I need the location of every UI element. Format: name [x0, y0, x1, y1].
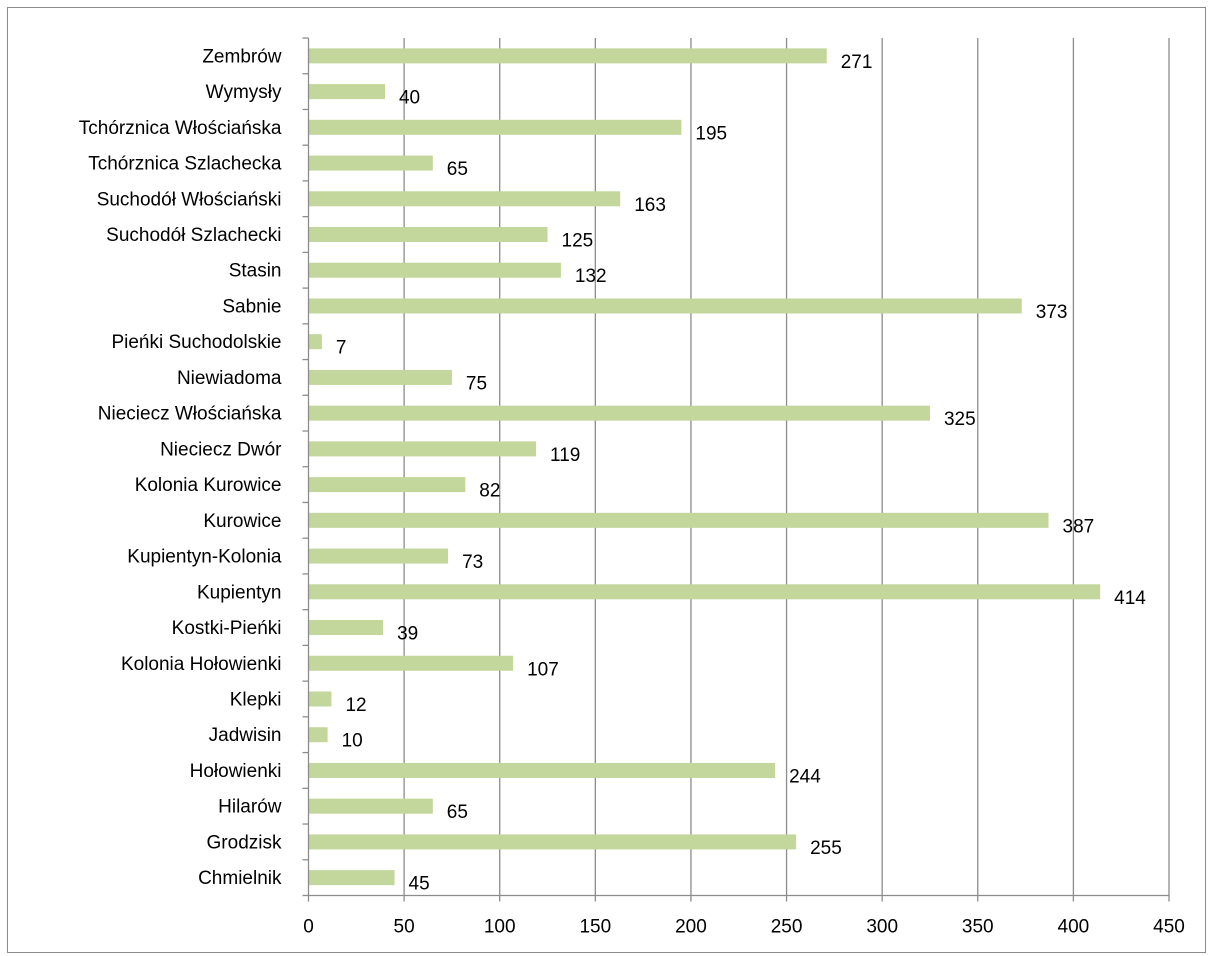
- bar-15: [308, 584, 1101, 600]
- bar-11: [308, 441, 537, 457]
- bar-4: [308, 191, 621, 207]
- category-label-16: Kostki-Pieńki: [172, 618, 282, 639]
- category-label-10: Nieciecz Włościańska: [98, 404, 282, 425]
- data-label-12: 82: [479, 481, 500, 502]
- category-label-21: Hilarów: [218, 797, 282, 818]
- data-label-23: 45: [409, 874, 430, 895]
- category-label-1: Wymysły: [206, 82, 282, 103]
- data-label-9: 75: [466, 373, 487, 394]
- bar-7: [308, 298, 1022, 314]
- category-label-2: Tchórznica Włościańska: [79, 118, 282, 139]
- data-label-22: 255: [810, 838, 842, 859]
- data-label-7: 373: [1036, 302, 1068, 323]
- category-label-18: Klepki: [230, 689, 282, 710]
- category-label-13: Kurowice: [203, 511, 281, 532]
- bar-0: [308, 48, 827, 64]
- category-label-3: Tchórznica Szlachecka: [88, 154, 282, 175]
- category-label-22: Grodzisk: [207, 832, 282, 853]
- x-tick-label-450: 450: [1153, 917, 1185, 938]
- bar-21: [308, 798, 433, 814]
- data-label-2: 195: [695, 123, 727, 144]
- data-label-17: 107: [527, 659, 559, 680]
- category-label-15: Kupientyn: [197, 582, 282, 603]
- category-label-4: Suchodół Włościański: [97, 189, 282, 210]
- category-label-12: Kolonia Kurowice: [135, 475, 282, 496]
- category-label-5: Suchodół Szlachecki: [106, 225, 281, 246]
- bar-9: [308, 369, 452, 385]
- data-label-8: 7: [336, 338, 347, 359]
- data-label-3: 65: [447, 159, 468, 180]
- category-label-14: Kupientyn-Kolonia: [127, 547, 282, 568]
- data-label-13: 387: [1063, 516, 1095, 537]
- data-label-1: 40: [399, 88, 420, 109]
- category-label-20: Hołowienki: [190, 761, 282, 782]
- x-tick-label-0: 0: [303, 917, 314, 938]
- bar-3: [308, 155, 433, 171]
- data-label-5: 125: [562, 231, 594, 252]
- category-label-17: Kolonia Hołowienki: [121, 654, 282, 675]
- bar-2: [308, 119, 682, 135]
- bar-19: [308, 727, 328, 743]
- x-tick-label-250: 250: [771, 917, 803, 938]
- bar-10: [308, 405, 930, 421]
- bar-14: [308, 548, 449, 564]
- x-tick-label-50: 50: [394, 917, 415, 938]
- x-tick-label-100: 100: [484, 917, 516, 938]
- data-label-0: 271: [841, 52, 873, 73]
- x-tick-label-200: 200: [675, 917, 707, 938]
- x-tick-label-300: 300: [866, 917, 898, 938]
- category-label-7: Sabnie: [222, 296, 281, 317]
- data-label-4: 163: [634, 195, 666, 216]
- bar-13: [308, 512, 1049, 528]
- bar-5: [308, 227, 548, 243]
- bar-20: [308, 762, 776, 778]
- category-label-6: Stasin: [229, 261, 282, 282]
- bar-12: [308, 477, 466, 493]
- data-label-10: 325: [944, 409, 976, 430]
- data-label-20: 244: [789, 766, 821, 787]
- data-label-15: 414: [1114, 588, 1146, 609]
- bar-8: [308, 334, 322, 350]
- bar-16: [308, 620, 384, 636]
- category-label-11: Nieciecz Dwór: [160, 439, 282, 460]
- chart-frame: [7, 7, 1206, 953]
- category-label-8: Pieńki Suchodolskie: [111, 332, 281, 353]
- bar-23: [308, 870, 395, 886]
- bar-1: [308, 84, 385, 100]
- data-label-14: 73: [462, 552, 483, 573]
- category-label-0: Zembrów: [202, 46, 281, 67]
- x-tick-label-400: 400: [1058, 917, 1090, 938]
- data-label-21: 65: [447, 802, 468, 823]
- x-tick-label-350: 350: [962, 917, 994, 938]
- bar-17: [308, 655, 514, 671]
- category-label-9: Niewiadoma: [177, 368, 282, 389]
- x-tick-label-150: 150: [579, 917, 611, 938]
- category-label-19: Jadwisin: [209, 725, 282, 746]
- data-label-18: 12: [345, 695, 366, 716]
- data-label-16: 39: [397, 624, 418, 645]
- data-label-6: 132: [575, 266, 607, 287]
- category-label-23: Chmielnik: [198, 868, 282, 889]
- bar-6: [308, 262, 561, 278]
- data-label-19: 10: [342, 731, 363, 752]
- bar-22: [308, 834, 797, 850]
- bar-18: [308, 691, 332, 707]
- data-label-11: 119: [550, 445, 580, 466]
